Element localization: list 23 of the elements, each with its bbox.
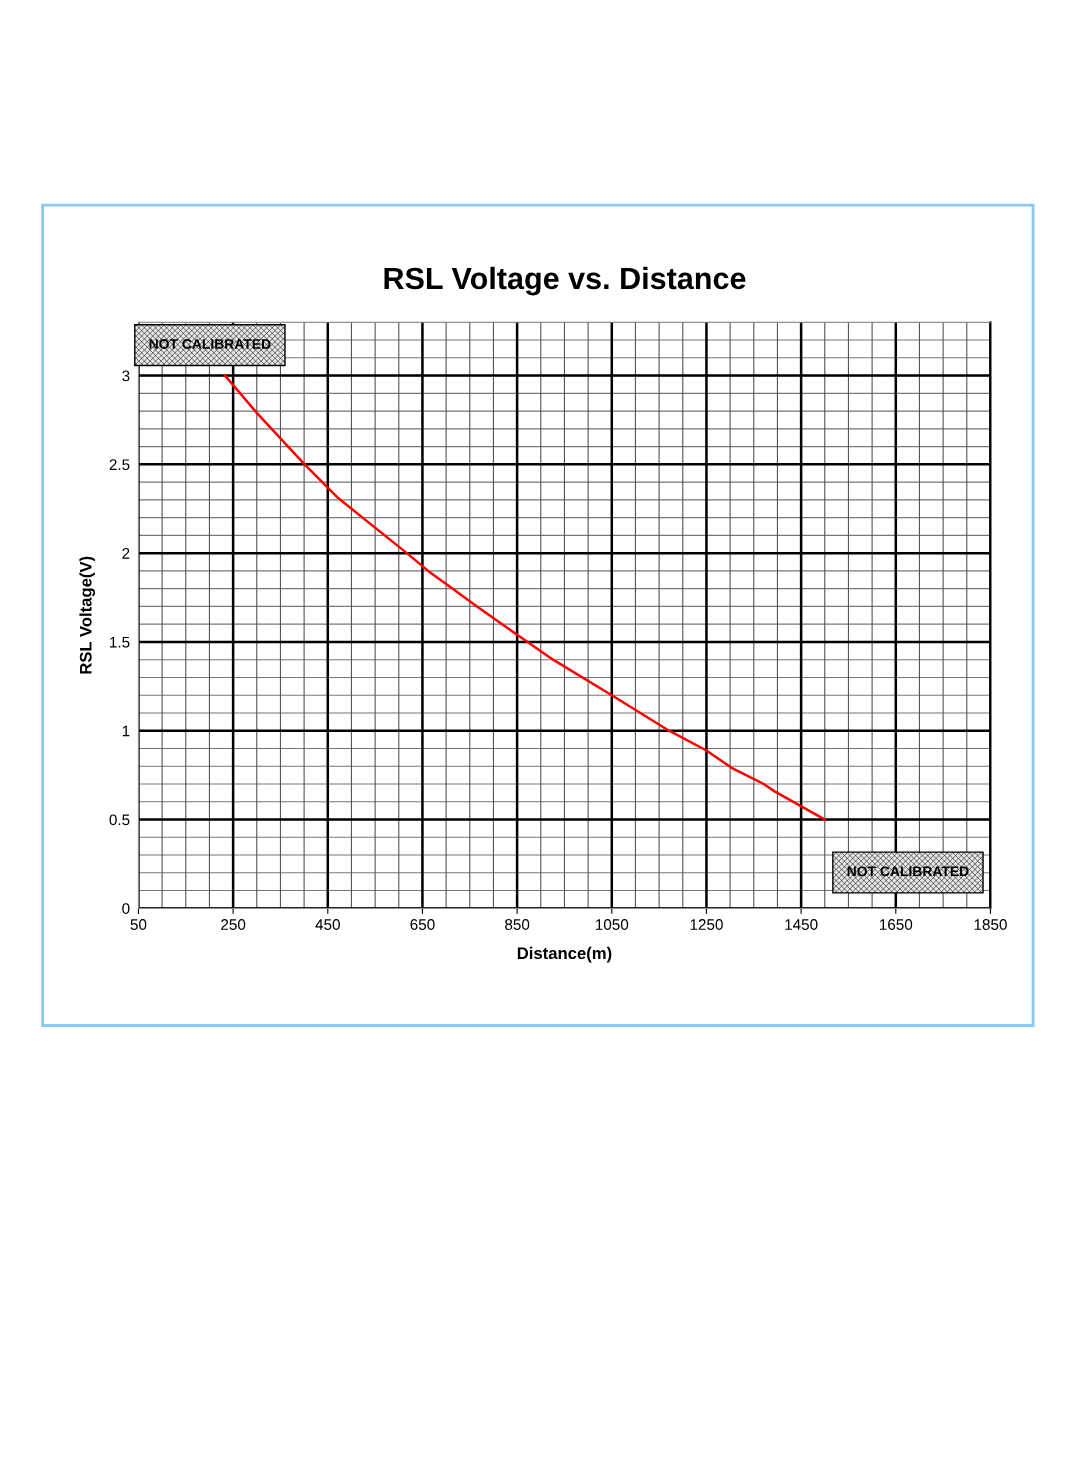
y-tick-label: 2 bbox=[122, 548, 130, 559]
y-tick-label: 0.5 bbox=[109, 814, 130, 826]
chart-title: RSL Voltage vs. Distance bbox=[384, 266, 746, 296]
y-tick-label: 1.5 bbox=[110, 636, 130, 648]
x-tick-label: 1850 bbox=[974, 919, 1007, 930]
y-tick-label: 3 bbox=[122, 370, 130, 382]
x-axis-title: Distance(m) bbox=[517, 946, 612, 963]
x-tick-label: 50 bbox=[130, 919, 147, 930]
y-tick-label: 2.5 bbox=[109, 459, 130, 471]
x-tick-label: 1450 bbox=[785, 919, 818, 930]
x-tick-label: 850 bbox=[505, 919, 530, 930]
x-tick-label: 1050 bbox=[595, 919, 629, 930]
line-series bbox=[223, 374, 827, 821]
annotation: NOT CALIBRATED bbox=[149, 339, 271, 349]
x-tick-label: 450 bbox=[315, 919, 340, 930]
y-axis-title: RSL Voltage(V) bbox=[79, 556, 95, 674]
annotation: NOT CALIBRATED bbox=[847, 866, 969, 877]
y-tick-label: 1 bbox=[122, 725, 130, 737]
x-tick-label: 1650 bbox=[879, 919, 913, 930]
x-tick-label: 1250 bbox=[690, 919, 723, 930]
y-tick-label: 0 bbox=[122, 903, 130, 914]
x-tick-label: 650 bbox=[410, 919, 435, 930]
x-tick-label: 250 bbox=[221, 919, 246, 930]
